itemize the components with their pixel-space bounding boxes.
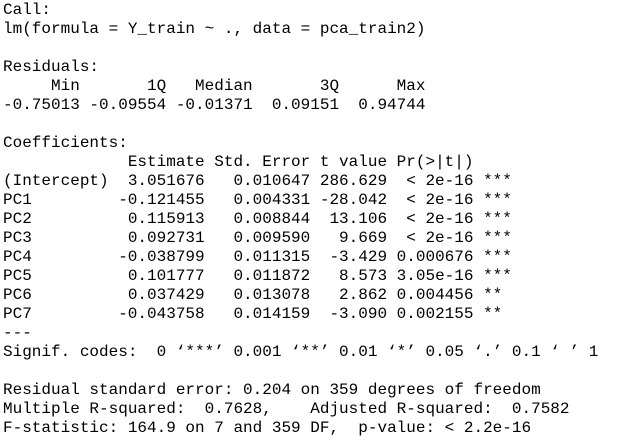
- call-formula: lm(formula = Y_train ~ ., data = pca_tra…: [3, 20, 426, 38]
- coef-cell: 0.092731: [127, 229, 205, 247]
- coef-cell: 0.011872: [233, 267, 311, 285]
- signif-stars: ***: [483, 191, 512, 209]
- coef-cell: 3.051676: [127, 172, 205, 190]
- residuals-label: Residuals:: [3, 58, 100, 76]
- coef-cell: 9.669: [339, 229, 388, 247]
- signif-stars: **: [483, 305, 503, 323]
- coef-cell: 0.115913: [127, 210, 205, 228]
- coef-cell: 0.101777: [127, 267, 205, 285]
- coef-term: PC1: [3, 191, 32, 209]
- coef-cell: 13.106: [329, 210, 388, 228]
- summary-line: F-statistic: 164.9 on 7 and 359 DF, p-va…: [3, 419, 532, 437]
- residual-header: 1Q: [147, 77, 167, 95]
- residual-value: -0.09554: [89, 96, 167, 114]
- coef-cell: 0.009590: [233, 229, 311, 247]
- separator: ---: [3, 324, 32, 342]
- coef-cell: 8.573: [339, 267, 388, 285]
- coef-cell: 2.862: [339, 286, 388, 304]
- coef-cell: < 2e-16: [406, 191, 474, 209]
- coef-cell: -28.042: [319, 191, 388, 209]
- coef-cell: < 2e-16: [406, 172, 474, 190]
- coef-cell: -0.038799: [118, 248, 205, 266]
- coef-term: PC2: [3, 210, 32, 228]
- coef-cell: 0.000676: [396, 248, 474, 266]
- coef-term: PC4: [3, 248, 32, 266]
- coef-header: Std. Error: [214, 153, 311, 171]
- signif-stars: ***: [483, 267, 512, 285]
- coef-cell: 286.629: [319, 172, 388, 190]
- coef-cell: 0.013078: [233, 286, 311, 304]
- coef-cell: 3.05e-16: [396, 267, 474, 285]
- coef-header: Pr(>|t|): [396, 153, 474, 171]
- signif-stars: **: [483, 286, 503, 304]
- signif-stars: ***: [483, 248, 512, 266]
- coef-cell: 0.002155: [396, 305, 474, 323]
- residual-value: -0.01371: [175, 96, 253, 114]
- coef-cell: 0.014159: [233, 305, 311, 323]
- residual-value: 0.94744: [358, 96, 426, 114]
- coef-cell: 0.037429: [127, 286, 205, 304]
- coef-cell: -0.121455: [118, 191, 205, 209]
- signif-stars: ***: [483, 172, 512, 190]
- summary-line: Multiple R-squared: 0.7628, Adjusted R-s…: [3, 400, 570, 418]
- residual-header: Max: [396, 77, 426, 95]
- signif-codes: Signif. codes: 0 ‘***’ 0.001 ‘**’ 0.01 ‘…: [3, 343, 599, 361]
- residual-header: Median: [195, 77, 253, 95]
- coef-term: PC5: [3, 267, 32, 285]
- coef-term: (Intercept): [3, 172, 109, 190]
- coef-cell: 0.008844: [233, 210, 311, 228]
- coef-cell: -3.090: [329, 305, 388, 323]
- coef-term: PC7: [3, 305, 32, 323]
- summary-line: Residual standard error: 0.204 on 359 de…: [3, 381, 541, 399]
- coef-term: PC3: [3, 229, 32, 247]
- coefficients-label: Coefficients:: [3, 134, 128, 152]
- coef-header: t value: [319, 153, 388, 171]
- call-label: Call:: [3, 1, 52, 19]
- coef-cell: 0.010647: [233, 172, 311, 190]
- coef-cell: -0.043758: [118, 305, 205, 323]
- signif-stars: ***: [483, 210, 512, 228]
- coef-cell: 0.004331: [233, 191, 311, 209]
- residual-value: 0.09151: [271, 96, 340, 114]
- coef-cell: < 2e-16: [406, 229, 474, 247]
- coef-cell: 0.011315: [233, 248, 311, 266]
- coef-cell: 0.004456: [396, 286, 474, 304]
- signif-stars: ***: [483, 229, 512, 247]
- coef-cell: < 2e-16: [406, 210, 474, 228]
- residual-value: -0.75013: [3, 96, 80, 114]
- coef-term: PC6: [3, 286, 32, 304]
- residual-header: Min: [51, 77, 80, 95]
- residual-header: 3Q: [319, 77, 340, 95]
- coef-header: Estimate: [127, 153, 205, 171]
- coef-cell: -3.429: [329, 248, 388, 266]
